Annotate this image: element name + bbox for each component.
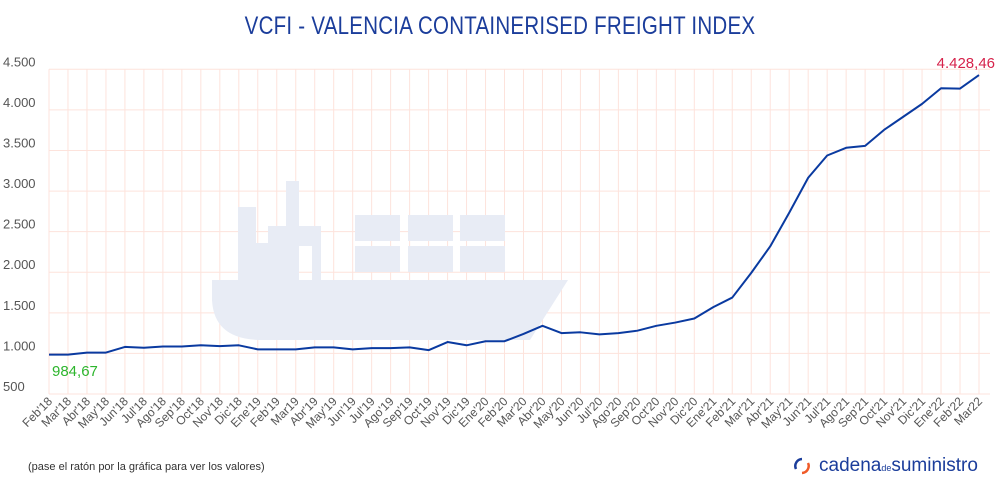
- data-point[interactable]: [235, 341, 243, 349]
- data-point[interactable]: [576, 328, 584, 336]
- data-point[interactable]: [368, 344, 376, 352]
- brand-name-de: de: [881, 463, 892, 473]
- y-tick-label: 3.000: [3, 176, 36, 191]
- data-point[interactable]: [463, 341, 471, 349]
- series-line[interactable]: [48, 74, 980, 356]
- data-point[interactable]: [406, 343, 414, 351]
- data-point[interactable]: [671, 319, 679, 327]
- y-tick-label: 2.000: [3, 257, 36, 272]
- data-point[interactable]: [273, 345, 281, 353]
- data-point[interactable]: [121, 343, 129, 351]
- data-point[interactable]: [519, 330, 527, 338]
- data-point[interactable]: [349, 345, 357, 353]
- data-point[interactable]: [709, 303, 717, 311]
- data-point[interactable]: [102, 349, 110, 357]
- brand-name-2: suministro: [891, 455, 978, 476]
- chart-title: VCFI - VALENCIA CONTAINERISED FREIGHT IN…: [244, 12, 756, 40]
- data-point[interactable]: [444, 338, 452, 346]
- last-value-label: 4.428,46: [937, 55, 995, 72]
- data-point[interactable]: [538, 322, 546, 330]
- brand-logo[interactable]: cadena de suministro: [793, 455, 978, 477]
- brand-name-1: cadena: [819, 455, 882, 476]
- data-point[interactable]: [652, 322, 660, 330]
- data-point[interactable]: [899, 113, 907, 121]
- data-point[interactable]: [501, 337, 509, 345]
- data-point[interactable]: [918, 100, 926, 108]
- data-point[interactable]: [482, 337, 490, 345]
- hover-hint: (pase el ratón por la gráfica para ver l…: [28, 461, 265, 473]
- data-point[interactable]: [880, 126, 888, 134]
- data-point[interactable]: [140, 344, 148, 352]
- data-point[interactable]: [159, 343, 167, 351]
- data-point[interactable]: [975, 71, 983, 79]
- data-point[interactable]: [937, 84, 945, 92]
- data-point[interactable]: [842, 144, 850, 152]
- data-point[interactable]: [728, 294, 736, 302]
- y-tick-label: 1.000: [3, 338, 36, 353]
- data-point[interactable]: [254, 345, 262, 353]
- data-point[interactable]: [311, 343, 319, 351]
- data-point[interactable]: [387, 344, 395, 352]
- data-point[interactable]: [861, 142, 869, 150]
- data-point[interactable]: [216, 342, 224, 350]
- y-tick-label: 3.500: [3, 135, 36, 150]
- data-point[interactable]: [804, 174, 812, 182]
- ship-watermark-icon: [212, 181, 568, 340]
- data-point[interactable]: [425, 346, 433, 354]
- y-tick-label: 4.000: [3, 95, 36, 110]
- data-point[interactable]: [330, 343, 338, 351]
- data-point[interactable]: [83, 349, 91, 357]
- data-point[interactable]: [956, 85, 964, 93]
- data-point[interactable]: [823, 152, 831, 160]
- data-point[interactable]: [45, 351, 53, 359]
- data-point[interactable]: [557, 329, 565, 337]
- y-tick-label: 1.500: [3, 298, 36, 313]
- data-point[interactable]: [785, 209, 793, 217]
- y-tick-label: 500: [3, 379, 25, 394]
- y-tick-label: 4.500: [3, 54, 36, 69]
- data-point[interactable]: [292, 345, 300, 353]
- first-value-label: 984,67: [52, 363, 98, 380]
- data-point[interactable]: [690, 315, 698, 323]
- cycle-arrows-icon: [794, 457, 810, 475]
- data-point[interactable]: [595, 330, 603, 338]
- data-point[interactable]: [197, 341, 205, 349]
- y-tick-label: 2.500: [3, 217, 36, 232]
- data-point[interactable]: [64, 351, 72, 359]
- data-point[interactable]: [614, 329, 622, 337]
- data-point[interactable]: [747, 269, 755, 277]
- data-point[interactable]: [766, 242, 774, 250]
- data-point[interactable]: [178, 343, 186, 351]
- data-point[interactable]: [633, 327, 641, 335]
